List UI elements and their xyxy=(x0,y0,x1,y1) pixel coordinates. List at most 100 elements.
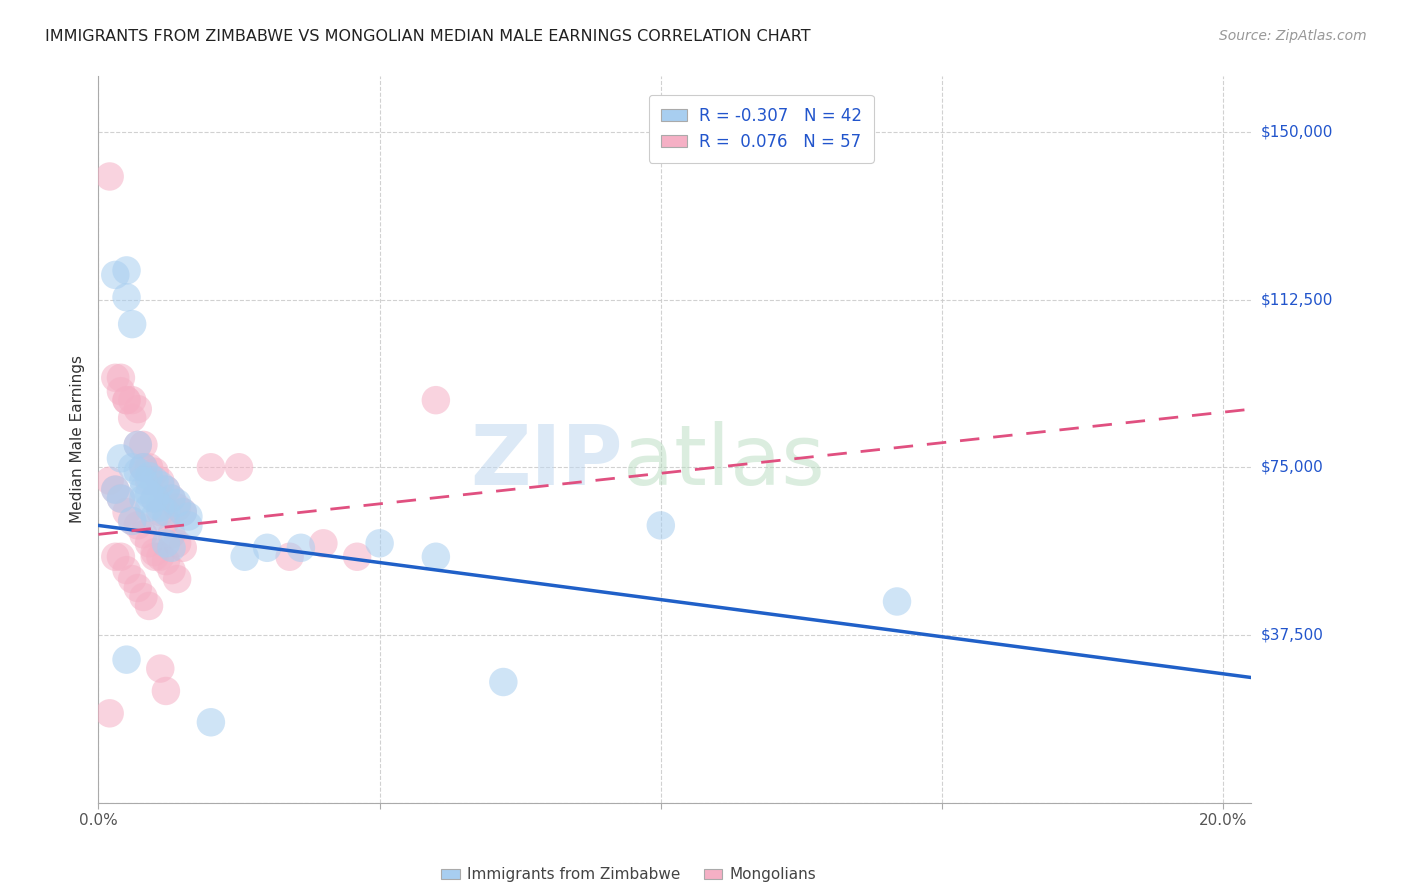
Point xyxy=(121,317,143,331)
Point xyxy=(127,581,149,595)
Point xyxy=(200,460,222,475)
Point xyxy=(166,496,188,510)
Point xyxy=(290,541,312,555)
Point xyxy=(115,393,138,408)
Point xyxy=(110,371,132,385)
Point xyxy=(155,554,177,568)
Text: atlas: atlas xyxy=(623,421,825,501)
Point xyxy=(886,594,908,608)
Point xyxy=(132,590,155,604)
Point xyxy=(115,563,138,577)
Point xyxy=(256,541,278,555)
Point xyxy=(233,549,256,564)
Point xyxy=(143,549,166,564)
Point xyxy=(132,483,155,497)
Point xyxy=(143,474,166,488)
Point xyxy=(228,460,250,475)
Point xyxy=(177,509,200,524)
Point xyxy=(166,536,188,550)
Point xyxy=(177,518,200,533)
Point xyxy=(98,706,121,721)
Point xyxy=(143,491,166,506)
Point xyxy=(121,514,143,528)
Text: $37,500: $37,500 xyxy=(1261,628,1324,642)
Point xyxy=(149,478,172,492)
Point xyxy=(138,474,160,488)
Point xyxy=(138,500,160,515)
Point xyxy=(98,169,121,184)
Point xyxy=(149,500,172,515)
Point xyxy=(155,514,177,528)
Point xyxy=(425,393,447,408)
Point xyxy=(149,474,172,488)
Point xyxy=(160,527,183,541)
Point xyxy=(143,465,166,479)
Point xyxy=(132,460,155,475)
Text: ZIP: ZIP xyxy=(471,421,623,501)
Point xyxy=(346,549,368,564)
Point xyxy=(155,483,177,497)
Point xyxy=(127,438,149,452)
Point xyxy=(121,514,143,528)
Point xyxy=(104,268,127,282)
Point xyxy=(132,438,155,452)
Point xyxy=(110,549,132,564)
Point xyxy=(149,662,172,676)
Text: $112,500: $112,500 xyxy=(1261,292,1333,307)
Point xyxy=(172,541,194,555)
Point xyxy=(132,460,155,475)
Point xyxy=(143,491,166,506)
Text: $150,000: $150,000 xyxy=(1261,124,1333,139)
Legend: Immigrants from Zimbabwe, Mongolians: Immigrants from Zimbabwe, Mongolians xyxy=(436,862,823,888)
Point xyxy=(127,465,149,479)
Point xyxy=(127,402,149,417)
Point xyxy=(110,384,132,399)
Point xyxy=(312,536,335,550)
Point xyxy=(172,505,194,519)
Point xyxy=(278,549,301,564)
Point xyxy=(110,491,132,506)
Point xyxy=(127,518,149,533)
Point xyxy=(160,563,183,577)
Point xyxy=(104,483,127,497)
Point xyxy=(121,411,143,425)
Point xyxy=(138,599,160,613)
Point xyxy=(110,451,132,466)
Point xyxy=(138,460,160,475)
Point xyxy=(98,474,121,488)
Point xyxy=(115,653,138,667)
Point xyxy=(132,474,155,488)
Point xyxy=(121,393,143,408)
Point xyxy=(104,549,127,564)
Point xyxy=(160,491,183,506)
Point xyxy=(149,505,172,519)
Point xyxy=(155,536,177,550)
Point xyxy=(104,371,127,385)
Point xyxy=(138,469,160,483)
Point xyxy=(115,263,138,277)
Point xyxy=(160,541,183,555)
Point xyxy=(143,509,166,524)
Point xyxy=(166,500,188,515)
Point xyxy=(368,536,391,550)
Text: Source: ZipAtlas.com: Source: ZipAtlas.com xyxy=(1219,29,1367,43)
Point xyxy=(121,460,143,475)
Text: IMMIGRANTS FROM ZIMBABWE VS MONGOLIAN MEDIAN MALE EARNINGS CORRELATION CHART: IMMIGRANTS FROM ZIMBABWE VS MONGOLIAN ME… xyxy=(45,29,811,44)
Point xyxy=(155,684,177,698)
Point xyxy=(132,527,155,541)
Point xyxy=(132,460,155,475)
Point xyxy=(425,549,447,564)
Point xyxy=(121,572,143,586)
Point xyxy=(138,536,160,550)
Point xyxy=(200,715,222,730)
Text: $75,000: $75,000 xyxy=(1261,459,1324,475)
Point xyxy=(115,290,138,304)
Point xyxy=(492,675,515,690)
Point xyxy=(155,505,177,519)
Point xyxy=(115,393,138,408)
Point xyxy=(172,505,194,519)
Point xyxy=(110,491,132,506)
Point xyxy=(155,483,177,497)
Point xyxy=(149,549,172,564)
Point xyxy=(138,487,160,501)
